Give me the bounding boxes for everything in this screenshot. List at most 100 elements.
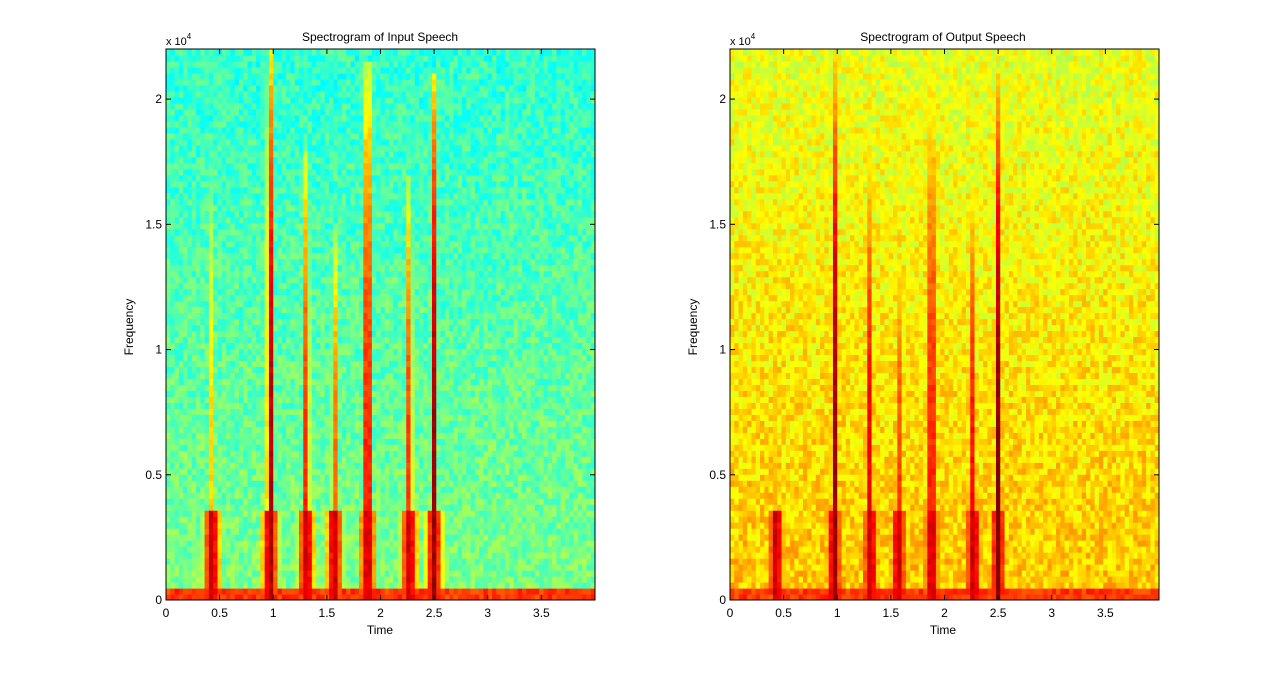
- spectrogram-cell: [337, 180, 343, 188]
- spectrogram-cell: [320, 318, 326, 326]
- spectrogram-cell: [238, 246, 244, 254]
- spectrogram-cell: [371, 414, 377, 421]
- spectrogram-cell: [226, 276, 231, 284]
- spectrogram-cell: [217, 90, 223, 98]
- spectrogram-cell: [260, 408, 266, 415]
- spectrogram-cell: [359, 258, 364, 266]
- spectrogram-cell: [277, 462, 283, 469]
- spectrogram-cell: [298, 582, 304, 589]
- spectrogram-cell: [290, 312, 296, 320]
- spectrogram-cell: [273, 294, 279, 302]
- spectrogram-cell: [346, 102, 352, 110]
- spectrogram-cell: [311, 474, 317, 481]
- spectrogram-cell: [243, 330, 249, 338]
- spectrogram-cell: [311, 258, 317, 266]
- spectrogram-cell: [273, 49, 279, 56]
- spectrogram-cell: [363, 300, 369, 308]
- spectrogram-cell: [298, 156, 304, 164]
- spectrogram-cell: [303, 486, 309, 493]
- spectrogram-cell: [298, 54, 304, 62]
- spectrogram-cell: [354, 402, 360, 409]
- spectrogram-cell: [221, 222, 227, 230]
- spectrogram-cell: [350, 546, 356, 553]
- spectrogram-cell: [238, 582, 244, 589]
- spectrogram-cell: [256, 228, 261, 236]
- spectrogram-cell: [324, 66, 330, 74]
- spectrogram-cell: [238, 72, 244, 80]
- spectrogram-cell: [238, 49, 244, 56]
- spectrogram-cell: [329, 162, 334, 170]
- spectrogram-cell: [371, 582, 377, 589]
- spectrogram-cell: [183, 126, 189, 134]
- spectrogram-cell: [367, 492, 373, 499]
- spectrogram-cell: [191, 402, 197, 409]
- spectrogram-cell: [208, 450, 214, 457]
- spectrogram-cell: [234, 420, 240, 427]
- spectrogram-cell: [213, 102, 219, 110]
- spectrogram-cell: [208, 126, 214, 134]
- spectrogram-cell: [384, 462, 390, 469]
- spectrogram-cell: [187, 348, 193, 356]
- spectrogram-cell: [359, 324, 364, 332]
- spectrogram-cell: [384, 408, 390, 415]
- spectrogram-cell: [208, 336, 214, 344]
- spectrogram-cell: [187, 54, 193, 62]
- spectrogram-cell: [221, 192, 227, 200]
- spectrogram-cell: [359, 270, 364, 278]
- spectrogram-cell: [303, 294, 309, 302]
- spectrogram-cell: [260, 84, 266, 92]
- spectrogram-cell: [273, 312, 279, 320]
- spectrogram-cell: [247, 336, 253, 344]
- spectrogram-cell: [376, 510, 382, 517]
- spectrogram-cell: [170, 330, 176, 338]
- spectrogram-cell: [393, 228, 399, 236]
- spectrogram-cell: [371, 180, 377, 188]
- spectrogram-cell: [196, 264, 201, 272]
- spectrogram-cell: [350, 306, 356, 314]
- spectrogram-cell: [311, 522, 317, 529]
- spectrogram-cell: [333, 84, 339, 92]
- spectrogram-cell: [376, 474, 382, 481]
- spectrogram-cell: [213, 222, 219, 230]
- spectrogram-cell: [260, 168, 266, 176]
- spectrogram-cell: [303, 528, 309, 535]
- spectrogram-cell: [337, 396, 343, 403]
- spectrogram-cell: [363, 594, 369, 600]
- spectrogram-cell: [251, 282, 257, 290]
- spectrogram-cell: [273, 108, 279, 116]
- spectrogram-cell: [243, 96, 249, 104]
- spectrogram-cell: [213, 342, 219, 350]
- spectrogram-cell: [393, 312, 399, 320]
- spectrogram-cell: [277, 90, 283, 98]
- spectrogram-cell: [298, 570, 304, 577]
- spectrogram-cell: [200, 504, 206, 511]
- spectrogram-cell: [196, 258, 201, 266]
- spectrogram-cell: [367, 60, 373, 68]
- spectrogram-cell: [341, 366, 347, 374]
- spectrogram-cell: [286, 492, 292, 499]
- spectrogram-cell: [234, 372, 240, 379]
- spectrogram-cell: [191, 258, 197, 266]
- spectrogram-cell: [281, 366, 287, 374]
- spectrogram-cell: [183, 49, 189, 56]
- spectrogram-cell: [333, 474, 339, 481]
- spectrogram-cell: [311, 546, 317, 553]
- spectrogram-cell: [238, 462, 244, 469]
- spectrogram-cell: [397, 462, 403, 469]
- spectrogram-cell: [371, 444, 377, 451]
- spectrogram-cell: [208, 348, 214, 356]
- spectrogram-cell: [264, 324, 270, 332]
- spectrogram-cell: [187, 174, 193, 182]
- spectrogram-cell: [316, 360, 322, 368]
- spectrogram-cell: [281, 49, 287, 56]
- spectrogram-cell: [359, 342, 364, 350]
- spectrogram-cell: [204, 180, 210, 188]
- spectrogram-cell: [346, 126, 352, 134]
- spectrogram-cell: [170, 438, 176, 445]
- spectrogram-cell: [346, 144, 352, 152]
- spectrogram-cell: [217, 480, 223, 487]
- spectrogram-cell: [367, 522, 373, 529]
- spectrogram-cell: [251, 378, 257, 385]
- spectrogram-cell: [303, 150, 309, 158]
- spectrogram-cell: [294, 576, 300, 583]
